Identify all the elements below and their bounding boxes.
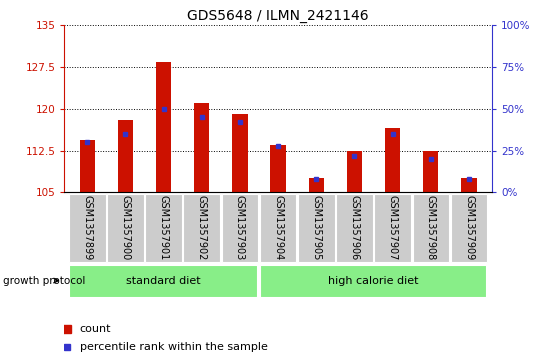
- FancyBboxPatch shape: [221, 194, 258, 262]
- Bar: [271, 145, 286, 192]
- Text: GSM1357900: GSM1357900: [120, 195, 130, 260]
- FancyBboxPatch shape: [298, 194, 335, 262]
- Text: GSM1357906: GSM1357906: [349, 195, 359, 260]
- Bar: [194, 103, 210, 192]
- FancyBboxPatch shape: [107, 194, 144, 262]
- Text: GSM1357909: GSM1357909: [464, 195, 474, 260]
- FancyBboxPatch shape: [413, 194, 449, 262]
- Bar: [79, 139, 95, 192]
- Text: GSM1357904: GSM1357904: [273, 195, 283, 260]
- Text: GSM1357902: GSM1357902: [197, 195, 207, 261]
- Bar: [385, 129, 400, 192]
- Text: percentile rank within the sample: percentile rank within the sample: [80, 342, 268, 352]
- FancyBboxPatch shape: [336, 194, 373, 262]
- Bar: [118, 120, 133, 192]
- FancyBboxPatch shape: [260, 265, 487, 298]
- Bar: [423, 151, 438, 192]
- Bar: [233, 114, 248, 192]
- Text: GSM1357908: GSM1357908: [426, 195, 436, 260]
- FancyBboxPatch shape: [145, 194, 182, 262]
- Text: GSM1357903: GSM1357903: [235, 195, 245, 260]
- FancyBboxPatch shape: [451, 194, 487, 262]
- Bar: [461, 179, 477, 192]
- Text: growth protocol: growth protocol: [3, 276, 85, 286]
- Text: GSM1357901: GSM1357901: [159, 195, 169, 260]
- FancyBboxPatch shape: [69, 265, 258, 298]
- Text: GSM1357907: GSM1357907: [387, 195, 397, 261]
- FancyBboxPatch shape: [375, 194, 411, 262]
- Text: GSM1357899: GSM1357899: [82, 195, 92, 260]
- Text: GSM1357905: GSM1357905: [311, 195, 321, 261]
- FancyBboxPatch shape: [69, 194, 106, 262]
- Bar: [347, 151, 362, 192]
- Title: GDS5648 / ILMN_2421146: GDS5648 / ILMN_2421146: [187, 9, 369, 23]
- Bar: [156, 62, 171, 192]
- Text: high calorie diet: high calorie diet: [328, 276, 419, 286]
- FancyBboxPatch shape: [183, 194, 220, 262]
- Text: count: count: [80, 323, 111, 334]
- Bar: [309, 179, 324, 192]
- Text: standard diet: standard diet: [126, 276, 201, 286]
- FancyBboxPatch shape: [260, 194, 296, 262]
